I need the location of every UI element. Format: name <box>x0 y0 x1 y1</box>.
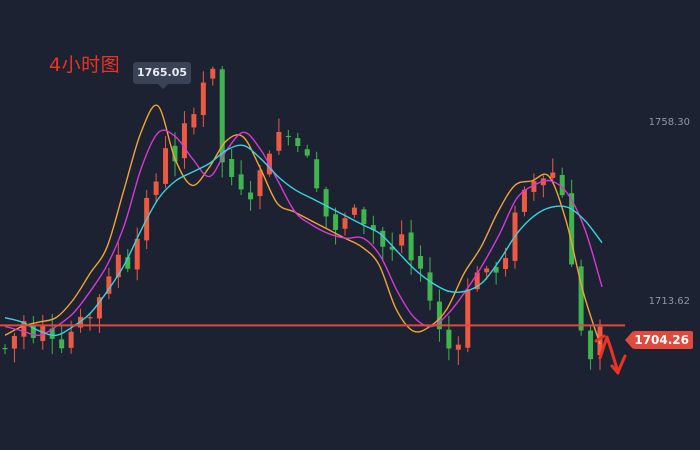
candle-body <box>408 232 414 261</box>
candle-body <box>342 218 348 229</box>
candle-body <box>172 145 178 162</box>
candle-body <box>248 192 254 200</box>
candle-body <box>351 207 357 215</box>
candle-body <box>484 268 490 273</box>
candle-body <box>304 149 310 156</box>
candle-body <box>276 131 282 151</box>
candle-body <box>96 297 102 319</box>
candle-body <box>181 123 187 159</box>
candle-body <box>21 321 27 337</box>
candle-body <box>115 254 121 278</box>
moving-average-line <box>4 144 603 337</box>
candle-body <box>11 335 17 349</box>
y-tick-label: 1713.62 <box>648 296 690 307</box>
candle-body <box>465 289 471 348</box>
timeframe-title: 4小时图 <box>49 54 121 76</box>
candle-body <box>2 347 8 350</box>
candle-body <box>474 272 480 290</box>
candle-body <box>295 138 301 146</box>
candle-body <box>380 230 386 247</box>
candle-body <box>427 272 433 301</box>
candle-body <box>503 258 509 270</box>
candle-body <box>238 174 244 190</box>
candle-body <box>597 326 603 356</box>
candle-body <box>436 301 442 330</box>
candle-body <box>521 189 527 212</box>
candle-body <box>493 267 499 273</box>
candle-body <box>210 68 216 79</box>
candle-body <box>125 257 131 269</box>
annotation-up-arrow <box>594 334 606 343</box>
candle-body <box>323 189 329 217</box>
candle-body <box>569 193 575 265</box>
candle-body <box>30 324 36 338</box>
moving-average-line <box>4 129 603 337</box>
candle-body <box>59 339 65 349</box>
annotation-down-arrow <box>610 364 620 375</box>
high-price-marker: 1765.05 <box>133 62 191 89</box>
candle-body <box>229 159 235 177</box>
candle-body <box>361 209 367 225</box>
candle-body <box>418 255 424 269</box>
candle-body <box>370 225 376 231</box>
candle-body <box>285 135 291 138</box>
candle-body <box>163 148 169 184</box>
candle-body <box>191 114 197 128</box>
candle-body <box>314 159 320 189</box>
candle-body <box>446 329 452 349</box>
candle-body <box>531 181 537 192</box>
candle-body <box>106 276 112 294</box>
candle-body <box>333 214 339 230</box>
candle-body <box>68 331 74 348</box>
candle-body <box>399 234 405 246</box>
candle-body <box>455 344 461 350</box>
moving-average-line <box>4 104 601 345</box>
candle-body <box>200 82 206 116</box>
candle-body <box>578 266 584 331</box>
candle-body <box>588 330 594 360</box>
candle-body <box>49 328 55 339</box>
candle-body <box>219 69 225 163</box>
current-price-tag: 1704.26 <box>625 331 693 349</box>
candle-body <box>257 170 263 197</box>
candle-body <box>153 181 159 195</box>
y-tick-label: 1758.30 <box>648 117 690 128</box>
candle-body <box>550 172 556 178</box>
candle-body <box>559 174 565 196</box>
candle-body <box>134 238 140 270</box>
candle-body <box>87 317 93 319</box>
candle-body <box>389 246 395 250</box>
